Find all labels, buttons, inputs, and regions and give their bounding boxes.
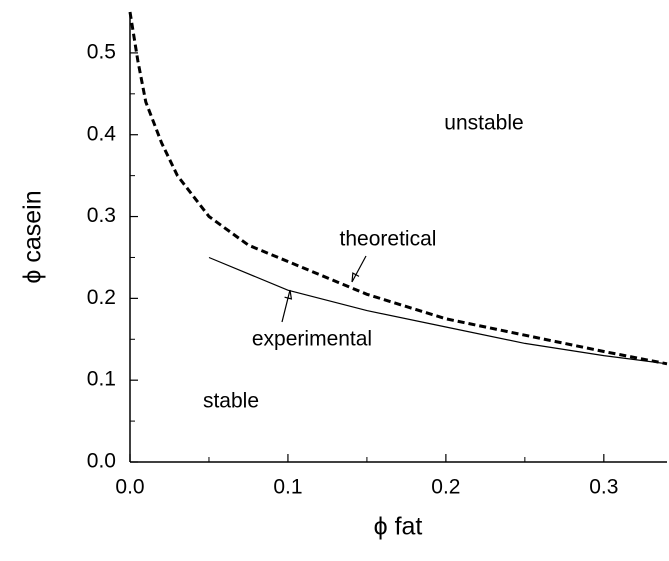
y-tick-label: 0.2: [87, 286, 116, 309]
x-tick-label: 0.1: [273, 476, 302, 499]
x-axis-title: ϕ fat: [374, 513, 423, 541]
label-arrow: [351, 255, 367, 283]
y-tick-label: 0.5: [87, 40, 116, 63]
annotation: unstable: [444, 112, 523, 135]
arrow-head: [284, 289, 293, 300]
annotation: stable: [203, 390, 259, 413]
y-tick-label: 0.3: [87, 204, 116, 227]
x-tick-label: 0.2: [431, 476, 460, 499]
y-tick-label: 0.1: [87, 368, 116, 391]
y-axis-title: ϕ casein: [19, 190, 47, 283]
y-tick-label: 0.0: [87, 450, 116, 473]
series-label: theoretical: [340, 228, 437, 251]
x-tick-label: 0.0: [115, 476, 144, 499]
label-arrow: [281, 289, 291, 323]
arrow-head: [351, 272, 360, 283]
series-label: experimental: [252, 328, 372, 351]
line-theoretical: [128, 11, 668, 366]
x-tick-label: 0.3: [589, 476, 618, 499]
line-experimental: [208, 256, 668, 365]
y-tick-label: 0.4: [87, 122, 117, 145]
